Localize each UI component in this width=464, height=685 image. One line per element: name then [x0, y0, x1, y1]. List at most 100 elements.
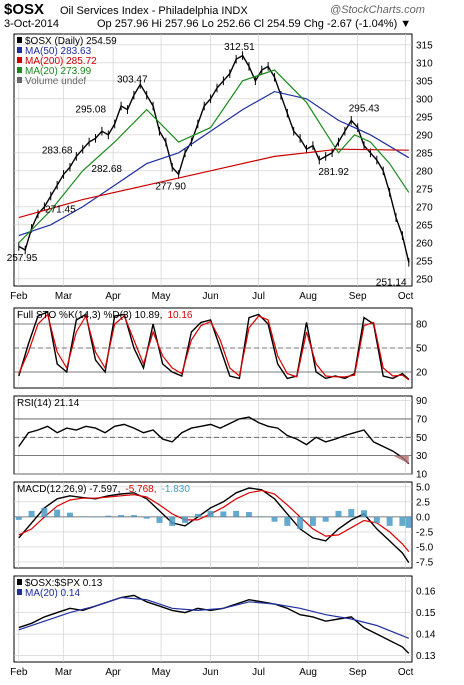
macd-histogram-bar — [335, 510, 342, 517]
ratio-x-tick-label: Sep — [349, 667, 367, 678]
price-legend-swatch — [17, 47, 22, 53]
chart-title: Oil Services Index - Philadelphia INDX — [60, 5, 248, 17]
chart-quote: Op 257.96 Hi 257.96 Lo 252.66 Cl 254.59 … — [97, 18, 412, 30]
price-annotation: 312.51 — [224, 42, 255, 53]
price-legend-entry: MA(200) 285.72 — [25, 56, 97, 67]
macd-histogram-bar — [361, 510, 368, 517]
ratio-plot-frame — [13, 575, 413, 663]
macd-histogram-bar — [386, 516, 393, 526]
price-y-tick-label: 290 — [416, 130, 433, 141]
price-y-tick-label: 280 — [416, 166, 433, 177]
sto-y-tick-label: 20 — [416, 368, 428, 379]
sto-y-tick-label: 80 — [416, 320, 428, 331]
rsi-oversold-fill — [392, 455, 409, 464]
price-annotation: 303.47 — [117, 74, 148, 85]
macd-histogram-bar — [297, 516, 304, 529]
price-y-tick-label: 305 — [416, 76, 433, 87]
macd-histogram-bar — [92, 516, 99, 518]
price-legend-swatch — [17, 57, 22, 63]
rsi-series-rsi-14- — [18, 416, 410, 465]
macd-histogram-bar — [309, 516, 316, 526]
rsi-y-tick-label: 50 — [416, 433, 428, 444]
macd-panel: -7.5 -5.0 -2.5 0.0 2.5 5.0 MACD(12,26,9) -7.59… — [13, 481, 434, 569]
price-x-tick-label: May — [152, 291, 171, 302]
stochastic-panel: 20 50 80 Full STO %K(14,3) %D(3) 10.89, 10.1… — [13, 307, 428, 389]
macd-histogram-bar — [66, 512, 73, 517]
macd-series-signal — [18, 489, 410, 552]
macd-legend-entry: -5.768, — [125, 484, 156, 495]
macd-legend-entry: MACD(12,26,9) -7.597, — [17, 484, 120, 495]
price-series-ma-50- — [18, 90, 410, 237]
ratio-x-tick-label: May — [152, 667, 171, 678]
ratio-x-tick-label: Oct — [398, 667, 414, 678]
macd-y-tick-label: -7.5 — [416, 557, 434, 568]
macd-histogram-bar — [194, 513, 201, 517]
price-legend-entry: Volume undef — [25, 76, 86, 87]
ratio-y-tick-label: 0.16 — [416, 587, 436, 598]
ratio-series-ma-20- — [18, 596, 410, 639]
price-annotation: 283.68 — [42, 146, 73, 157]
macd-histogram-bar — [143, 516, 150, 519]
price-annotation: 271.45 — [45, 205, 76, 216]
ratio-legend-swatch — [17, 589, 22, 595]
price-legend-swatch — [17, 67, 22, 73]
price-annotation: 251.14 — [376, 278, 407, 289]
price-annotation: 281.92 — [318, 167, 349, 178]
macd-histogram-bar — [169, 516, 176, 526]
price-y-tick-label: 255 — [416, 256, 433, 267]
price-y-tick-label: 300 — [416, 94, 433, 105]
price-annotation: 295.43 — [349, 103, 380, 114]
macd-histogram-bar — [182, 516, 189, 523]
price-x-tick-label: Apr — [105, 291, 121, 302]
price-y-tick-label: 265 — [416, 220, 433, 231]
macd-y-tick-label: -2.5 — [416, 527, 434, 538]
ratio-y-tick-label: 0.14 — [416, 630, 436, 641]
price-y-tick-label: 270 — [416, 202, 433, 213]
chart-credit: @StockCharts.com — [330, 4, 425, 16]
macd-histogram-bar — [207, 510, 214, 517]
price-x-tick-label: Mar — [55, 291, 73, 302]
ratio-x-tick-label: Jun — [203, 667, 219, 678]
price-series--osx-daily- — [18, 54, 410, 263]
ratio-y-tick-label: 0.15 — [416, 608, 436, 619]
price-legend-entry: MA(50) 283.63 — [25, 46, 92, 57]
macd-y-tick-label: 0.0 — [416, 512, 430, 523]
ratio-legend-entry: $OSX:$SPX 0.13 — [25, 578, 103, 589]
ratio-legend-swatch — [17, 579, 22, 585]
price-y-tick-label: 310 — [416, 58, 433, 69]
price-panel: 250 255 260 265 270 275 280 285 290 295 300 305 310 3… — [7, 33, 433, 302]
ratio-x-tick-label: Apr — [105, 667, 121, 678]
rsi-y-tick-label: 30 — [416, 451, 428, 462]
price-legend-swatch — [17, 77, 22, 83]
price-x-tick-label: Jun — [203, 291, 219, 302]
macd-y-tick-label: 2.5 — [416, 497, 430, 508]
price-y-tick-label: 275 — [416, 184, 433, 195]
price-legend-swatch — [17, 37, 22, 43]
macd-histogram-bar — [322, 516, 329, 522]
rsi-y-tick-label: 90 — [416, 396, 428, 407]
price-y-tick-label: 295 — [416, 112, 433, 123]
macd-y-tick-label: 5.0 — [416, 482, 430, 493]
sto-legend-entry: Full STO %K(14,3) %D(3) 10.89, — [17, 310, 162, 321]
macd-histogram-bar — [284, 516, 291, 526]
macd-histogram-bar — [156, 516, 163, 523]
macd-histogram-bar — [399, 516, 406, 526]
ratio-x-tick-label: Mar — [55, 667, 73, 678]
chart-date: 3-Oct-2014 — [4, 18, 60, 30]
macd-histogram-bar — [118, 515, 125, 517]
price-x-tick-label: Oct — [398, 291, 414, 302]
price-annotation: 295.08 — [75, 105, 106, 116]
macd-histogram-bar — [15, 516, 22, 520]
price-x-tick-label: Jul — [252, 291, 265, 302]
price-annotation: 277.90 — [155, 181, 186, 192]
ratio-x-tick-label: Feb — [10, 667, 28, 678]
macd-histogram-bar — [233, 510, 240, 517]
rsi-y-tick-label: 70 — [416, 414, 428, 425]
macd-histogram-bar — [271, 516, 278, 522]
price-x-tick-label: Sep — [349, 291, 367, 302]
macd-histogram-bar — [348, 509, 355, 517]
macd-histogram-bar — [54, 509, 61, 517]
price-series-ma-200- — [18, 148, 409, 219]
